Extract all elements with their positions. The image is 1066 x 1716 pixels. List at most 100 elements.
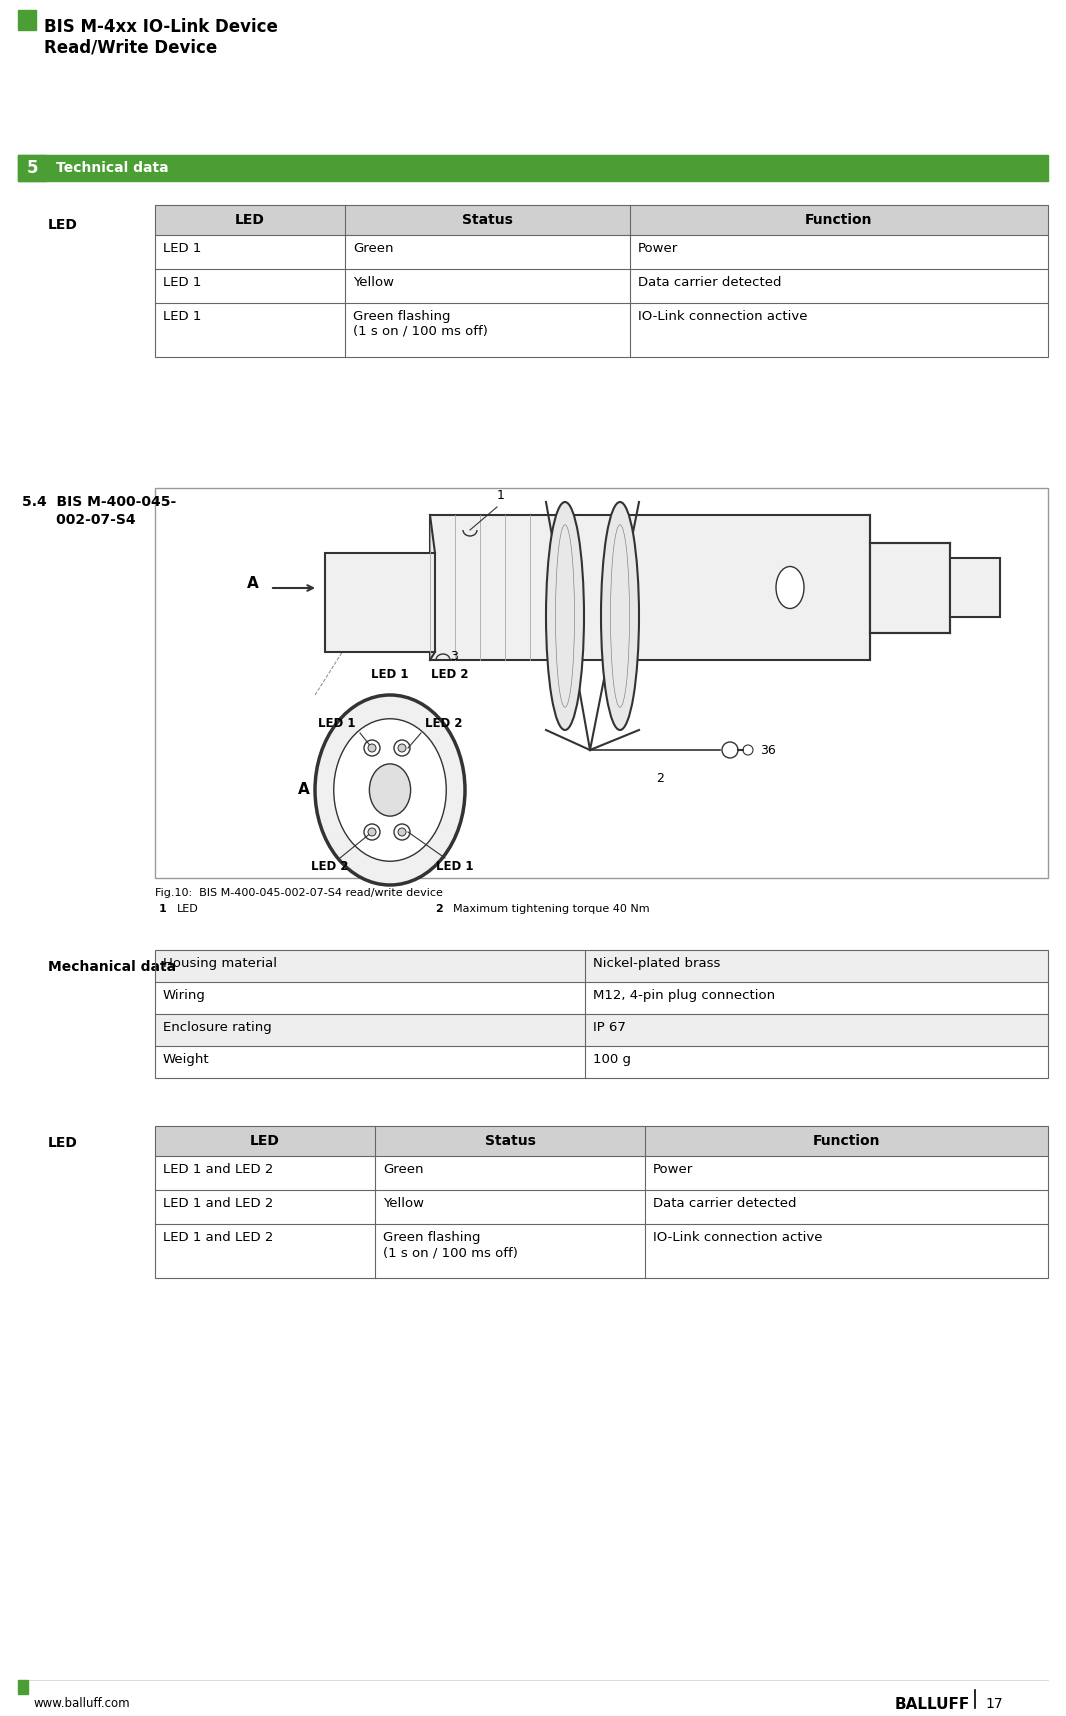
Text: Power: Power	[653, 1163, 693, 1175]
Text: 2: 2	[656, 772, 664, 784]
Bar	[155, 1126, 1048, 1157]
Bar	[155, 951, 1048, 1078]
Text: Yellow: Yellow	[353, 276, 394, 288]
Text: Function: Function	[805, 213, 873, 227]
Circle shape	[368, 829, 376, 836]
Bar	[155, 1126, 1048, 1278]
Bar	[155, 204, 1048, 357]
Text: BALLUFF: BALLUFF	[894, 1697, 970, 1713]
Circle shape	[722, 741, 738, 758]
Bar	[155, 1224, 1048, 1278]
Text: LED 1 and LED 2: LED 1 and LED 2	[163, 1198, 273, 1210]
Bar	[18, 154, 46, 180]
Bar	[325, 553, 435, 652]
Text: IO-Link connection active: IO-Link connection active	[653, 1230, 823, 1244]
Bar	[950, 558, 1000, 618]
Text: LED 1 and LED 2: LED 1 and LED 2	[163, 1163, 273, 1175]
Ellipse shape	[334, 719, 447, 861]
Bar	[155, 204, 1048, 235]
Circle shape	[364, 824, 379, 841]
Text: Housing material: Housing material	[163, 958, 277, 970]
Circle shape	[743, 745, 753, 755]
Bar	[155, 1157, 1048, 1189]
Text: LED: LED	[236, 213, 265, 227]
Text: Nickel-plated brass: Nickel-plated brass	[593, 958, 721, 970]
Bar	[155, 951, 1048, 982]
Bar	[155, 1047, 1048, 1078]
Text: Yellow: Yellow	[383, 1198, 424, 1210]
Text: LED 1: LED 1	[163, 311, 201, 323]
Text: Power: Power	[637, 242, 678, 256]
Bar	[430, 515, 870, 661]
Text: Status: Status	[462, 213, 513, 227]
Circle shape	[368, 745, 376, 752]
Text: A: A	[247, 575, 259, 590]
Text: M12, 4-pin plug connection: M12, 4-pin plug connection	[593, 988, 775, 1002]
Bar	[155, 982, 1048, 1014]
Text: IP 67: IP 67	[593, 1021, 626, 1035]
Text: 36: 36	[760, 743, 776, 757]
Text: Status: Status	[485, 1134, 535, 1148]
Text: IO-Link connection active: IO-Link connection active	[637, 311, 808, 323]
Text: LED: LED	[251, 1134, 280, 1148]
Text: Maximum tightening torque 40 Nm: Maximum tightening torque 40 Nm	[453, 904, 649, 915]
Bar	[870, 542, 950, 633]
Text: LED 1: LED 1	[436, 860, 473, 873]
Text: Green flashing
(1 s on / 100 ms off): Green flashing (1 s on / 100 ms off)	[383, 1230, 518, 1260]
Text: Function: Function	[812, 1134, 881, 1148]
Ellipse shape	[546, 503, 584, 729]
Text: www.balluff.com: www.balluff.com	[34, 1697, 131, 1711]
Text: Green: Green	[383, 1163, 423, 1175]
Text: 5: 5	[27, 160, 37, 177]
Text: 002-07-S4: 002-07-S4	[22, 513, 135, 527]
Text: A: A	[298, 782, 310, 798]
Text: 1: 1	[159, 904, 166, 915]
Text: Enclosure rating: Enclosure rating	[163, 1021, 272, 1035]
Bar	[155, 235, 1048, 269]
Text: Weight: Weight	[163, 1054, 210, 1066]
Text: 1: 1	[497, 489, 505, 503]
Text: Technical data: Technical data	[56, 161, 168, 175]
Text: 17: 17	[985, 1697, 1003, 1711]
Text: LED: LED	[48, 218, 78, 232]
Circle shape	[398, 745, 406, 752]
Text: Data carrier detected: Data carrier detected	[653, 1198, 796, 1210]
Text: LED: LED	[48, 1136, 78, 1150]
Bar	[155, 1014, 1048, 1047]
Text: 5.4  BIS M-400-045-: 5.4 BIS M-400-045-	[22, 494, 176, 510]
Bar	[155, 1189, 1048, 1224]
Bar	[18, 1680, 28, 1694]
Text: Mechanical data: Mechanical data	[48, 959, 176, 975]
Circle shape	[364, 740, 379, 757]
Text: 100 g: 100 g	[593, 1054, 631, 1066]
Text: LED 1: LED 1	[163, 276, 201, 288]
Bar	[18, 154, 1048, 180]
Ellipse shape	[601, 503, 639, 729]
Circle shape	[398, 829, 406, 836]
Text: LED 2: LED 2	[311, 860, 349, 873]
Text: LED 1 and LED 2: LED 1 and LED 2	[163, 1230, 273, 1244]
Text: Green flashing
(1 s on / 100 ms off): Green flashing (1 s on / 100 ms off)	[353, 311, 488, 338]
Text: LED 1: LED 1	[163, 242, 201, 256]
Circle shape	[394, 824, 410, 841]
Bar	[155, 304, 1048, 357]
Text: 3: 3	[450, 650, 458, 662]
Text: Wiring: Wiring	[163, 988, 206, 1002]
Text: Fig.10:  BIS M-400-045-002-07-S4 read/write device: Fig.10: BIS M-400-045-002-07-S4 read/wri…	[155, 887, 442, 897]
Text: LED 1: LED 1	[318, 717, 355, 729]
Circle shape	[394, 740, 410, 757]
Ellipse shape	[776, 566, 804, 609]
Text: LED 2: LED 2	[425, 717, 463, 729]
Ellipse shape	[370, 764, 410, 817]
Bar	[18, 10, 36, 29]
Text: LED 2: LED 2	[432, 668, 469, 681]
Text: BIS M-4xx IO-Link Device: BIS M-4xx IO-Link Device	[44, 17, 278, 36]
Text: Green: Green	[353, 242, 393, 256]
Text: LED 1: LED 1	[371, 668, 408, 681]
Bar	[155, 487, 1048, 879]
Text: LED: LED	[177, 904, 198, 915]
Text: 2: 2	[435, 904, 442, 915]
Bar	[155, 269, 1048, 304]
Text: Read/Write Device: Read/Write Device	[44, 38, 217, 57]
Text: Data carrier detected: Data carrier detected	[637, 276, 781, 288]
